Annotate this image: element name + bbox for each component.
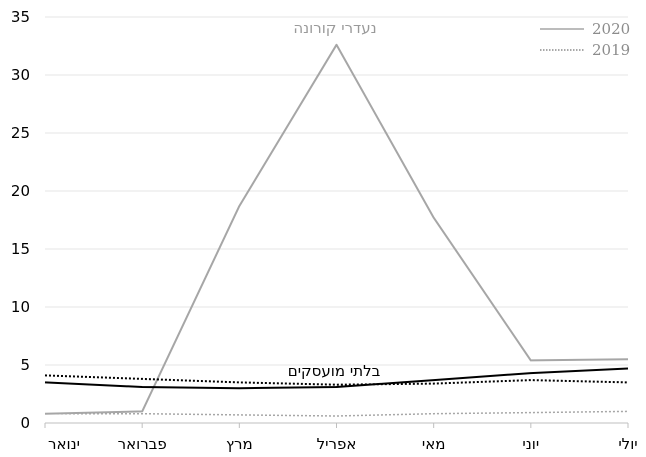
- y-tick-label: 5: [20, 356, 30, 374]
- annotation-corona-absent: נעדרי קורונה: [293, 19, 376, 37]
- series-lines: [44, 43, 629, 417]
- x-tick-label: יוני: [522, 435, 539, 453]
- y-tick-label: 25: [11, 124, 30, 142]
- annotation-unemployed: בלתי מועסקים: [288, 362, 381, 380]
- legend: 2020 2019: [540, 20, 630, 59]
- x-tick-label: אפריל: [317, 435, 357, 453]
- series-line-2-2020: [44, 367, 629, 390]
- gridlines: [45, 16, 628, 366]
- x-tick-label: יולי: [618, 435, 637, 453]
- series-line-3-2019: [44, 374, 629, 386]
- axes: [44, 422, 629, 428]
- x-tick-label: פברואר: [118, 435, 167, 453]
- y-tick-label: 35: [11, 8, 30, 26]
- tick-labels: 0 5 10 15 20 25 30 35 ינואר פברואר מרץ אפריל מאי יוני…: [11, 8, 638, 453]
- legend-label-2019: 2019: [592, 41, 630, 59]
- y-tick-label: 30: [11, 66, 30, 84]
- series-line-1-2019: [45, 410, 629, 417]
- x-tick-label: מרץ: [226, 435, 253, 453]
- y-tick-label: 20: [11, 182, 30, 200]
- y-tick-label: 15: [11, 240, 30, 258]
- y-tick-label: 10: [11, 298, 30, 316]
- x-tick-label: מאי: [422, 435, 446, 453]
- series-line-0-2020: [44, 43, 629, 415]
- x-tick-label: ינואר: [48, 435, 80, 453]
- legend-label-2020: 2020: [592, 20, 630, 38]
- y-tick-label: 0: [20, 414, 30, 432]
